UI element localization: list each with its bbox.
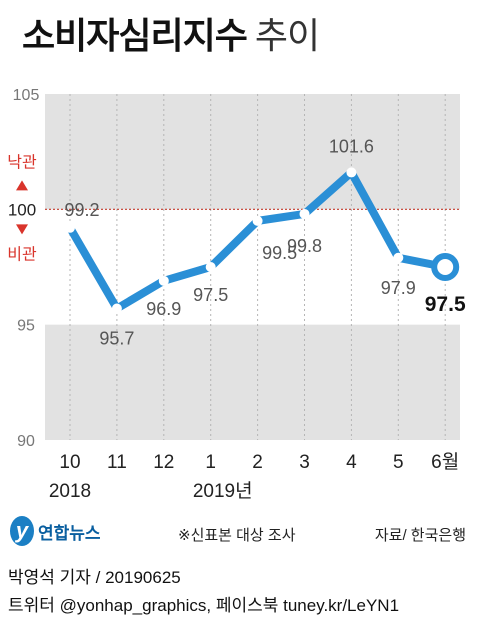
- x-tick-label: 1: [205, 452, 216, 473]
- data-point: [346, 167, 357, 178]
- x-tick-label: 4: [346, 452, 357, 473]
- title-main: 소비자심리지수: [22, 15, 248, 56]
- data-label: 97.5: [193, 285, 228, 305]
- x-tick-label: 11: [107, 452, 127, 473]
- data-point: [158, 275, 169, 286]
- down-arrow-icon: [16, 224, 28, 235]
- credit-line-1: 박영석 기자 / 20190625: [8, 568, 181, 587]
- pessimism-label: 비관: [7, 245, 37, 263]
- sample-note: ※신표본 대상 조사: [178, 527, 296, 544]
- data-label: 97.9: [381, 278, 416, 298]
- optimism-label: 낙관: [7, 153, 37, 171]
- yonhap-logo-icon: y: [10, 516, 34, 546]
- line-chart: 9095100105낙관비관99.295.796.997.599.599.810…: [7, 87, 466, 502]
- y-tick-label: 95: [17, 318, 35, 335]
- y-tick-label: 100: [8, 200, 36, 219]
- data-label: 101.6: [329, 136, 374, 156]
- data-point: [299, 208, 310, 219]
- data-label: 99.8: [287, 236, 322, 256]
- data-label: 99.5: [262, 243, 297, 263]
- data-point-last: [431, 253, 460, 281]
- y-tick-label: 105: [13, 87, 40, 104]
- shaded-band-0: [45, 94, 460, 210]
- credit-line-2: 트위터 @yonhap_graphics, 페이스북 tuney.kr/LeYN…: [8, 596, 400, 615]
- source-label: 자료/ 한국은행: [374, 527, 466, 544]
- data-point: [65, 222, 75, 233]
- logo: y 연합뉴스: [10, 516, 101, 546]
- x-tick-label: 12: [153, 452, 174, 473]
- x-year-label: 2019년: [193, 480, 253, 502]
- data-label: 96.9: [146, 299, 181, 319]
- x-tick-label: 3: [299, 452, 310, 473]
- data-point: [111, 303, 122, 314]
- chart-title: 소비자심리지수 추이: [22, 14, 320, 58]
- up-arrow-icon: [16, 180, 28, 191]
- logo-text: 연합뉴스: [38, 523, 101, 543]
- x-tick-label: 2: [252, 452, 263, 473]
- y-tick-label: 90: [17, 433, 35, 450]
- x-tick-label: 6월: [431, 451, 459, 473]
- data-point: [393, 252, 404, 263]
- x-tick-label: 10: [59, 452, 80, 473]
- data-point: [205, 262, 216, 272]
- data-label: 99.2: [64, 200, 99, 220]
- data-label: 97.5: [425, 293, 466, 316]
- title-sub: 추이: [254, 15, 320, 56]
- data-label: 95.7: [99, 329, 134, 349]
- x-year-label: 2018: [49, 481, 91, 502]
- x-tick-label: 5: [393, 452, 404, 473]
- data-point: [252, 215, 263, 226]
- shaded-band-1: [45, 324, 460, 440]
